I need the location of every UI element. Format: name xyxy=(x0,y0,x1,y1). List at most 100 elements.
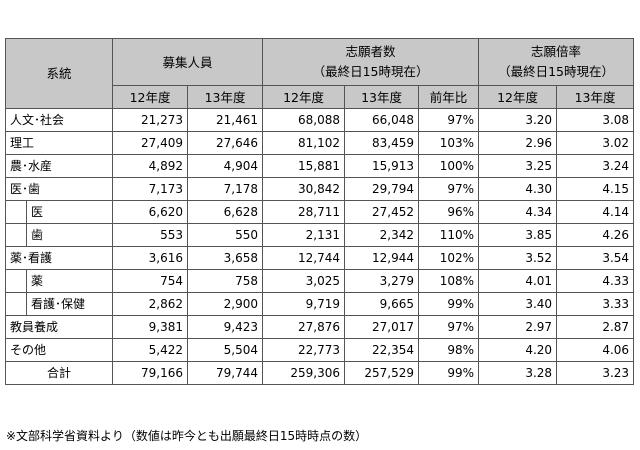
cell-recruit-13: 758 xyxy=(187,269,264,293)
cell-ratio-13: 3.54 xyxy=(556,246,635,270)
cell-yoy: 110% xyxy=(418,223,480,247)
cell-applicants-12: 22,773 xyxy=(262,338,346,362)
cell-applicants-13: 29,794 xyxy=(344,177,420,201)
cell-recruit-12: 6,620 xyxy=(112,200,189,224)
indent-cell xyxy=(5,269,27,293)
cell-yoy: 99% xyxy=(418,361,480,385)
row-label: 人文･社会 xyxy=(4,108,114,132)
cell-recruit-12: 7,173 xyxy=(112,177,189,201)
cell-recruit-12: 21,273 xyxy=(112,108,189,132)
cell-applicants-12: 2,131 xyxy=(262,223,346,247)
indent-cell xyxy=(5,223,27,247)
cell-yoy: 102% xyxy=(418,246,480,270)
row-label: 教員養成 xyxy=(4,315,114,339)
row-label: 合計 xyxy=(4,361,114,385)
cell-recruit-13: 3,658 xyxy=(187,246,264,270)
cell-applicants-12: 30,842 xyxy=(262,177,346,201)
cell-recruit-12: 4,892 xyxy=(112,154,189,178)
table-row: 教員養成 9,381 9,423 27,876 27,017 97% 2.97 2.87 xyxy=(4,315,635,339)
applicants-table: 系統 募集人員 志願者数 （最終日15時現在） 志願倍率 （最終日15時現在） … xyxy=(4,38,635,385)
total-row: 合計 79,166 79,744 259,306 257,529 99% 3.28 3.23 xyxy=(4,361,635,385)
cell-ratio-12: 2.97 xyxy=(478,315,558,339)
cell-applicants-12: 27,876 xyxy=(262,315,346,339)
cell-yoy: 99% xyxy=(418,292,480,316)
indent-cell xyxy=(5,292,27,316)
cell-applicants-13: 27,452 xyxy=(344,200,420,224)
indent-cell xyxy=(5,200,27,224)
cell-recruit-12: 553 xyxy=(112,223,189,247)
header-ratio-title: 志願倍率 xyxy=(531,44,582,59)
cell-ratio-13: 4.15 xyxy=(556,177,635,201)
table-row: 歯 553 550 2,131 2,342 110% 3.85 4.26 xyxy=(5,223,635,247)
cell-recruit-12: 79,166 xyxy=(112,361,189,385)
cell-recruit-13: 9,423 xyxy=(187,315,264,339)
cell-ratio-13: 3.24 xyxy=(556,154,635,178)
cell-yoy: 108% xyxy=(418,269,480,293)
cell-recruit-12: 27,409 xyxy=(112,131,189,155)
cell-applicants-13: 257,529 xyxy=(344,361,420,385)
cell-applicants-12: 9,719 xyxy=(262,292,346,316)
cell-ratio-13: 4.26 xyxy=(556,223,635,247)
cell-yoy: 96% xyxy=(418,200,480,224)
row-label: 医 xyxy=(25,200,114,224)
header-applicants-13: 13年度 xyxy=(344,85,420,109)
table-row: 看護･保健 2,862 2,900 9,719 9,665 99% 3.40 3.33 xyxy=(5,292,635,316)
cell-yoy: 97% xyxy=(418,177,480,201)
cell-applicants-12: 259,306 xyxy=(262,361,346,385)
cell-ratio-13: 3.08 xyxy=(556,108,635,132)
header-category: 系統 xyxy=(4,38,114,109)
cell-applicants-12: 28,711 xyxy=(262,200,346,224)
cell-ratio-12: 2.96 xyxy=(478,131,558,155)
header-applicants-note: （最終日15時現在） xyxy=(312,64,429,79)
cell-applicants-13: 12,944 xyxy=(344,246,420,270)
cell-applicants-13: 15,913 xyxy=(344,154,420,178)
cell-applicants-12: 68,088 xyxy=(262,108,346,132)
cell-applicants-13: 66,048 xyxy=(344,108,420,132)
cell-ratio-13: 3.02 xyxy=(556,131,635,155)
cell-recruit-13: 2,900 xyxy=(187,292,264,316)
cell-ratio-12: 3.28 xyxy=(478,361,558,385)
table-body: 人文･社会 21,273 21,461 68,088 66,048 97% 3.20 3.08… xyxy=(4,108,635,385)
cell-ratio-12: 3.20 xyxy=(478,108,558,132)
table-row: 薬･看護 3,616 3,658 12,744 12,944 102% 3.52 3.54 xyxy=(4,246,635,270)
cell-recruit-13: 7,178 xyxy=(187,177,264,201)
cell-applicants-13: 3,279 xyxy=(344,269,420,293)
cell-applicants-12: 12,744 xyxy=(262,246,346,270)
cell-ratio-12: 3.25 xyxy=(478,154,558,178)
row-label: 農･水産 xyxy=(4,154,114,178)
cell-yoy: 97% xyxy=(418,315,480,339)
cell-applicants-13: 2,342 xyxy=(344,223,420,247)
cell-applicants-12: 15,881 xyxy=(262,154,346,178)
table-row: 薬 754 758 3,025 3,279 108% 4.01 4.33 xyxy=(5,269,635,293)
cell-yoy: 97% xyxy=(418,108,480,132)
cell-applicants-12: 81,102 xyxy=(262,131,346,155)
row-label: 歯 xyxy=(25,223,114,247)
table-row: 人文･社会 21,273 21,461 68,088 66,048 97% 3.20 3.08 xyxy=(4,108,635,132)
cell-ratio-13: 3.23 xyxy=(556,361,635,385)
header-ratio: 志願倍率 （最終日15時現在） xyxy=(478,38,635,86)
cell-recruit-13: 27,646 xyxy=(187,131,264,155)
cell-recruit-12: 754 xyxy=(112,269,189,293)
cell-ratio-12: 4.34 xyxy=(478,200,558,224)
cell-recruit-12: 5,422 xyxy=(112,338,189,362)
header-applicants-12: 12年度 xyxy=(262,85,346,109)
cell-applicants-13: 83,459 xyxy=(344,131,420,155)
cell-applicants-12: 3,025 xyxy=(262,269,346,293)
cell-applicants-13: 22,354 xyxy=(344,338,420,362)
row-label: 薬･看護 xyxy=(4,246,114,270)
header-yoy: 前年比 xyxy=(418,85,480,109)
cell-ratio-12: 4.30 xyxy=(478,177,558,201)
cell-ratio-12: 3.52 xyxy=(478,246,558,270)
table-row: その他 5,422 5,504 22,773 22,354 98% 4.20 4.06 xyxy=(4,338,635,362)
cell-ratio-13: 4.14 xyxy=(556,200,635,224)
row-label: その他 xyxy=(4,338,114,362)
row-label: 看護･保健 xyxy=(25,292,114,316)
cell-yoy: 103% xyxy=(418,131,480,155)
row-label: 理工 xyxy=(4,131,114,155)
cell-ratio-13: 4.33 xyxy=(556,269,635,293)
cell-recruit-12: 2,862 xyxy=(112,292,189,316)
cell-ratio-12: 4.01 xyxy=(478,269,558,293)
table-row: 医･歯 7,173 7,178 30,842 29,794 97% 4.30 4.15 xyxy=(4,177,635,201)
cell-ratio-12: 3.40 xyxy=(478,292,558,316)
